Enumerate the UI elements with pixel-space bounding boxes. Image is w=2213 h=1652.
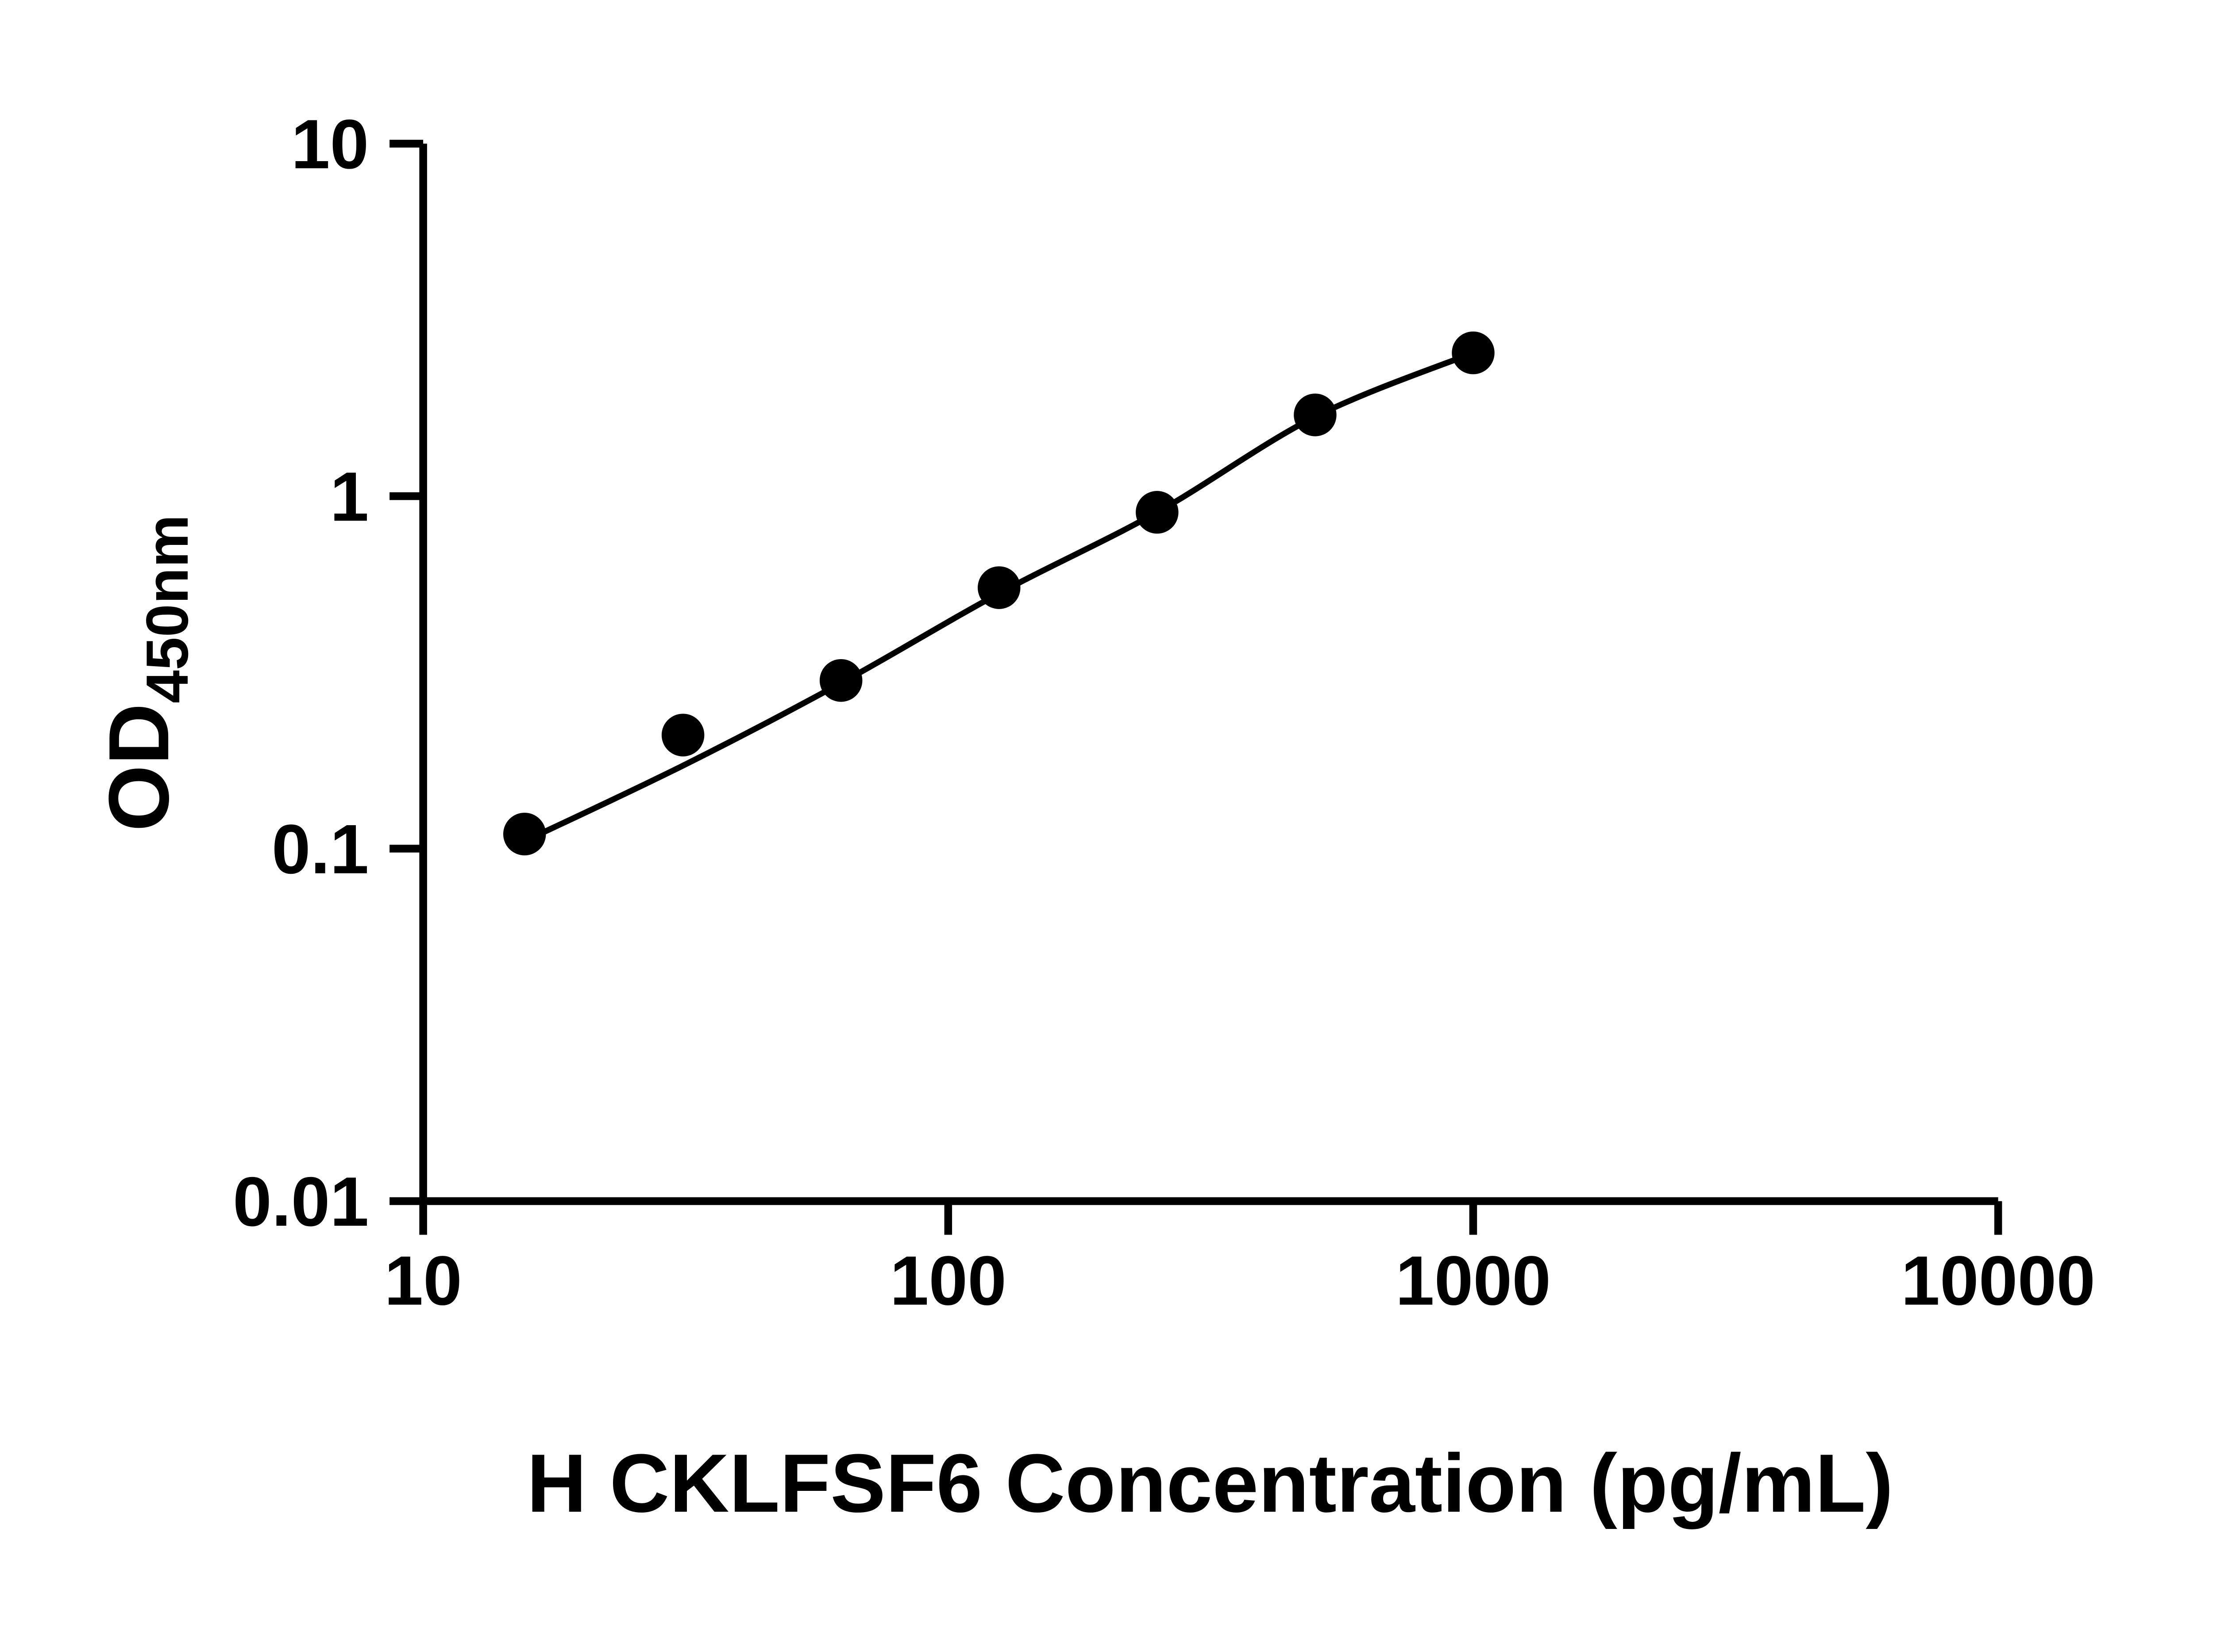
y-tick-label: 0.01 — [233, 1163, 369, 1241]
axis-spine — [419, 143, 1998, 1205]
data-point — [503, 812, 546, 856]
x-axis-title: H CKLFSF6 Concentration (pg/mL) — [527, 1437, 1893, 1529]
x-tick-label: 10000 — [1901, 1242, 2095, 1320]
standard-curve-figure: 10 100 1000 10000 0.01 0.1 1 10 H CKLFSF6 Conce… — [91, 105, 2096, 1530]
data-point — [819, 659, 863, 702]
axes-layer: 10 100 1000 10000 0.01 0.1 1 10 — [233, 105, 2095, 1320]
data-point — [1136, 491, 1179, 534]
y-axis-title-main: OD — [91, 703, 186, 831]
data-point — [1294, 394, 1337, 436]
y-tick-label: 10 — [291, 105, 369, 183]
y-tick-label: 0.1 — [272, 811, 369, 888]
data-point — [978, 566, 1021, 609]
x-tick-label: 1000 — [1396, 1242, 1551, 1320]
data-point — [661, 714, 705, 757]
chart-canvas: 10 100 1000 10000 0.01 0.1 1 10 H CKLFSF6 Conce… — [91, 105, 2096, 1530]
x-tick-label: 100 — [890, 1242, 1006, 1320]
y-axis-title: OD450nm — [91, 515, 200, 832]
y-axis-title-subscript: 450nm — [134, 515, 200, 703]
data-point — [1452, 331, 1495, 374]
x-tick-label: 10 — [384, 1242, 462, 1320]
y-tick-label: 1 — [330, 458, 369, 536]
plot-layer — [503, 331, 1495, 856]
